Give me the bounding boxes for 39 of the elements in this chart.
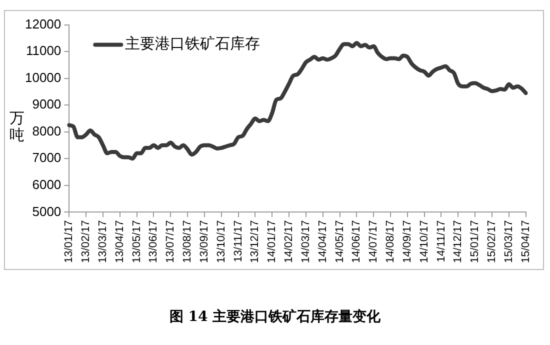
x-tick-label: 13/06/17 [148,220,160,264]
x-tick-label: 14/02/17 [283,220,296,264]
x-tick-label: 15/01/17 [469,220,482,264]
x-tick-label: 13/07/17 [164,220,177,264]
x-tick-label: 14/05/17 [334,220,346,264]
y-tick-label: 7000 [32,150,62,166]
x-tick-label: 13/03/17 [97,220,110,264]
y-tick-label: 12000 [24,16,62,32]
x-tick-label: 13/04/17 [114,220,126,264]
x-tick-label: 13/02/17 [80,220,92,264]
x-tick-label: 13/10/17 [215,220,228,264]
x-tick-label: 14/04/17 [316,220,329,264]
y-tick-label: 5000 [32,204,62,219]
x-tick-label: 13/05/17 [130,220,143,264]
y-tick-label: 8000 [32,123,62,138]
x-tick-label: 15/03/17 [502,220,515,264]
x-tick-label: 13/09/17 [198,220,210,264]
x-tick-label: 14/03/17 [300,220,312,264]
y-tick-label: 6000 [32,176,62,192]
x-tick-label: 13/11/17 [232,220,244,262]
x-tick-label: 14/08/17 [384,220,397,264]
x-tick-label: 14/06/17 [350,220,363,264]
x-tick-label: 13/01/17 [63,220,76,264]
x-tick-label: 14/07/17 [368,220,380,264]
x-tick-label: 15/02/17 [486,220,498,264]
x-tick-label: 15/04/17 [520,220,532,264]
y-tick-label: 11000 [26,43,62,58]
x-tick-label: 13/08/17 [182,220,194,264]
y-axis-title: 万吨 [8,110,26,144]
x-tick-label: 13/12/17 [249,220,262,264]
x-tick-label: 14/09/17 [401,220,414,264]
y-tick-label: 10000 [24,70,62,85]
x-tick-label: 14/11/17 [435,220,448,262]
y-tick-label: 9000 [32,96,62,112]
legend-label: 主要港口铁矿石库存 [125,34,260,53]
x-tick-label: 14/12/17 [452,220,464,264]
x-tick-label: 14/01/17 [266,220,278,264]
x-tick-label: 14/10/17 [418,220,430,264]
text: 图 14 主要港口铁矿石库存量变化 [168,308,382,326]
